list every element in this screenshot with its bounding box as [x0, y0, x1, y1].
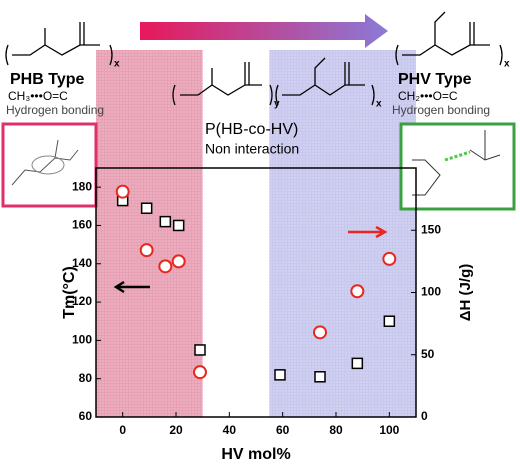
y-tick-label: 140	[72, 256, 92, 270]
copolymer-label: P(HB-co-HV)	[205, 121, 298, 138]
x-tick-label: 60	[276, 423, 290, 437]
phv-inset	[399, 122, 516, 211]
tm-point	[140, 202, 153, 214]
y2-tick-label: 0	[421, 409, 428, 423]
dh-point	[193, 365, 207, 380]
x-tick-label: 80	[329, 423, 343, 437]
transition-arrow	[140, 14, 388, 48]
x-tick-label: 100	[379, 423, 399, 437]
tm-point	[172, 219, 185, 232]
subscript: x	[376, 99, 382, 110]
dh-point	[158, 259, 173, 274]
phb-note: Hydrogen bonding	[6, 103, 104, 117]
dh-point	[171, 254, 186, 269]
dh-point	[139, 243, 154, 258]
phv-bond: CH₂•••O=C	[398, 89, 458, 103]
phb-bond: CH₃•••O=C	[8, 89, 68, 103]
y-tick-label: 80	[79, 371, 93, 385]
phv-note: Hydrogen bonding	[392, 103, 490, 117]
y2-axis-label: ΔH (J/g)	[457, 264, 474, 321]
phb-inset	[1, 122, 98, 208]
y-tick-label: 180	[72, 179, 92, 193]
x-tick-label: 20	[169, 423, 183, 437]
y-tick-label: 120	[72, 294, 92, 308]
y-tick-label: 100	[72, 333, 92, 347]
plot: 0 20 40 60 80 100 60 80 100 120 140 160 180 0 50 100 150…	[61, 167, 474, 463]
tm-point	[159, 215, 172, 228]
right-axis-arrow	[348, 225, 388, 239]
y-tick-label: 160	[72, 218, 92, 232]
dh-point	[382, 251, 397, 266]
left-axis-arrow	[113, 280, 150, 294]
phb-label: PHB Type	[10, 71, 84, 88]
dh-point	[350, 284, 365, 299]
x-axis-label: HV mol%	[221, 446, 290, 463]
tm-point	[351, 357, 364, 370]
x-tick-label: 40	[223, 423, 237, 437]
dh-point	[313, 325, 327, 340]
shade-texture	[96, 50, 203, 417]
x-tick-label: 0	[119, 423, 126, 437]
shade-texture	[269, 50, 416, 417]
copolymer-note: Non interaction	[205, 141, 299, 157]
subscript: x	[504, 59, 510, 70]
tm-point	[383, 315, 396, 327]
subscript: y	[274, 99, 280, 110]
dh-point	[115, 184, 130, 199]
subscript: x	[114, 59, 120, 70]
y2-tick-label: 150	[421, 222, 441, 236]
phv-label: PHV Type	[398, 71, 472, 88]
tm-point	[314, 371, 326, 383]
y2-tick-label: 50	[421, 347, 435, 361]
y-tick-label: 60	[79, 409, 93, 423]
tm-point	[274, 369, 286, 381]
y2-tick-label: 100	[421, 285, 441, 299]
tm-point	[194, 344, 206, 356]
regions	[96, 50, 416, 417]
structures	[5, 11, 503, 106]
y-axis-label: Tm(°C)	[61, 266, 78, 319]
